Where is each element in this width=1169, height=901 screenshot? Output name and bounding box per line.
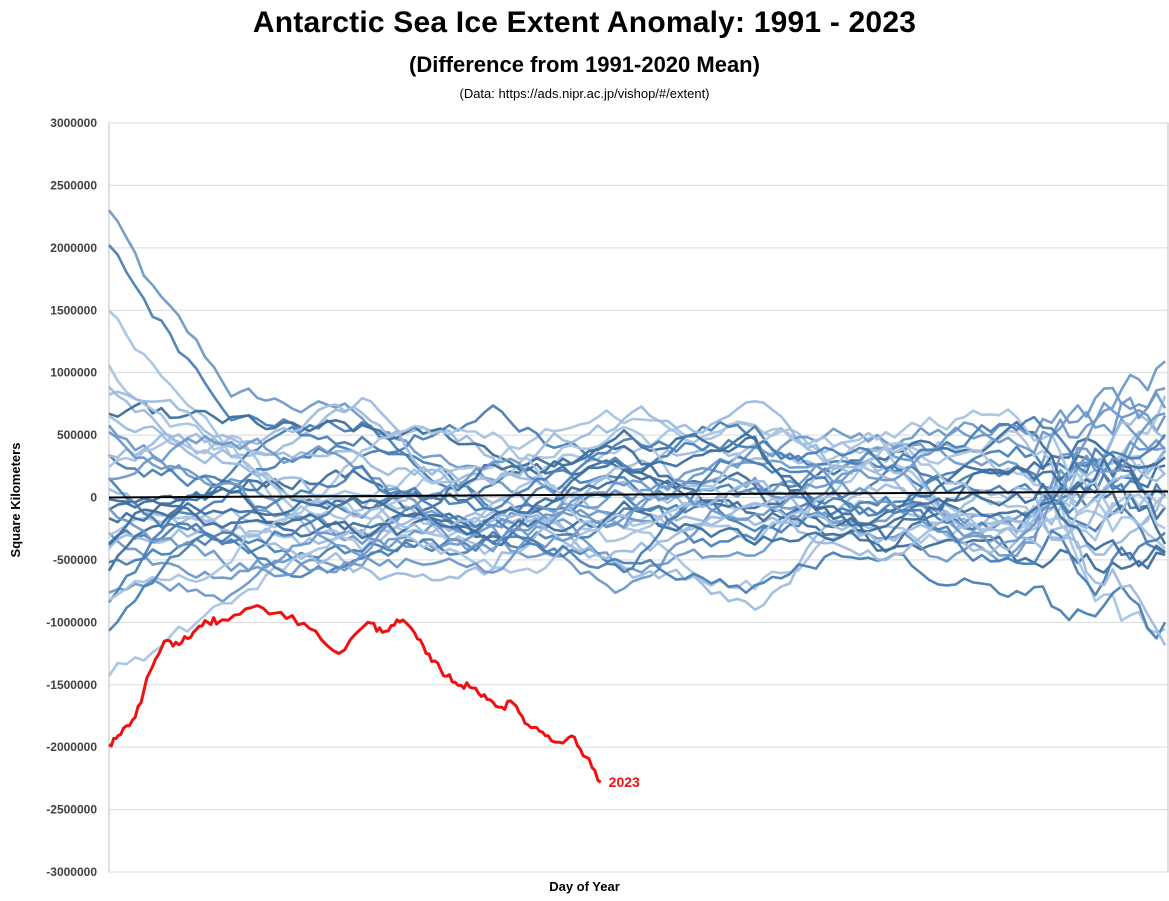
series-2023-label: 2023 [609,774,640,790]
historical-year-line [108,412,1166,612]
y-axis-label: Square Kilometers [8,442,23,558]
y-tick-label: -2000000 [46,740,97,754]
y-tick-label: 1500000 [50,303,97,317]
historical-year-line [107,425,1166,677]
historical-year-line [107,364,1167,575]
historical-year-line [108,360,1166,581]
historical-year-line [108,531,1167,640]
series-2023-line [108,604,602,784]
chart-subtitle: (Difference from 1991-2020 Mean) [409,52,760,77]
historical-year-line [108,456,1166,546]
historical-year-line [108,409,1166,537]
historical-year-line [108,408,1166,602]
historical-year-line [108,390,1167,562]
historical-year-line [108,399,1166,525]
chart-title: Antarctic Sea Ice Extent Anomaly: 1991 -… [252,6,917,39]
zero-line [108,490,1169,499]
historical-year-line [108,444,1167,545]
y-tick-label: 500000 [57,428,97,442]
historical-year-line [108,432,1166,568]
historical-year-line [108,391,1167,558]
data-source-note: (Data: https://ads.nipr.ac.jp/vishop/#/e… [459,86,710,101]
historical-year-line [108,448,1167,582]
historical-year-line [108,415,1167,647]
historical-year-line [108,400,1166,575]
y-tick-label: 2500000 [50,178,97,192]
historical-year-line [107,404,1166,603]
y-tick-label: 2000000 [50,241,97,255]
historical-year-line [108,411,1166,578]
y-tick-label: -1000000 [46,615,97,629]
y-tick-label: -1500000 [46,678,97,692]
y-tick-label: -3000000 [46,865,97,879]
historical-year-line [108,455,1166,597]
y-tick-label: 0 [90,491,97,505]
y-tick-label: 1000000 [50,366,97,380]
x-axis-label: Day of Year [549,879,620,894]
y-tick-label: 3000000 [50,116,97,130]
y-tick-label: -2500000 [46,803,97,817]
y-tick-label: -500000 [53,553,97,567]
historical-year-line [108,421,1166,634]
historical-year-line [108,386,1166,553]
